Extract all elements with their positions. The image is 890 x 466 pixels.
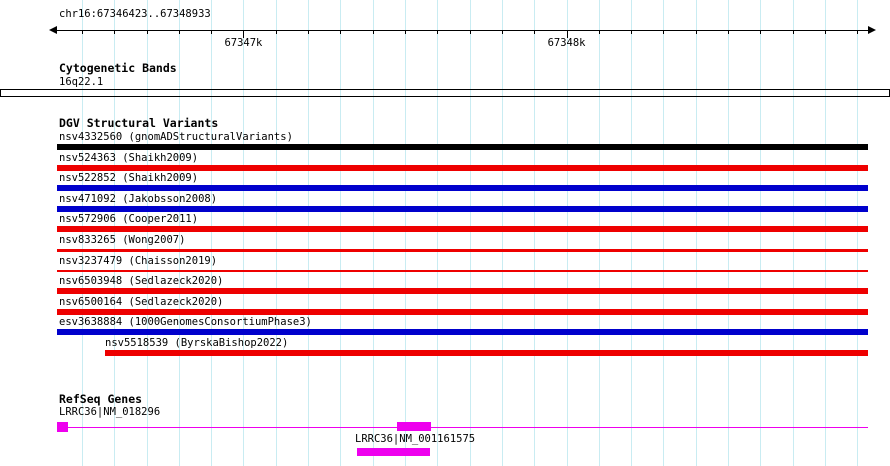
- gridline: [146, 0, 148, 466]
- gridline: [631, 0, 633, 466]
- ruler-tick: [178, 30, 180, 34]
- variant-label: nsv572906 (Cooper2011): [59, 213, 199, 226]
- gridline: [857, 0, 859, 466]
- gridline: [663, 0, 665, 466]
- ruler-tick: [340, 30, 342, 34]
- gridline: [598, 0, 600, 466]
- gridline: [760, 0, 762, 466]
- gridline: [114, 0, 116, 466]
- variant-label: nsv4332560 (gnomADStructuralVariants): [59, 131, 293, 143]
- ruler-tick: [501, 30, 503, 34]
- variant-label: nsv6503948 (Sedlazeck2020): [59, 275, 224, 288]
- ruler-tick: [308, 30, 310, 34]
- dgv-title: DGV Structural Variants: [59, 116, 219, 130]
- gene-label: LRRC36|NM_001161575: [355, 433, 476, 445]
- variant-bar[interactable]: [57, 226, 868, 233]
- ruler-tick-label: 67347k: [224, 37, 263, 49]
- gene-exon[interactable]: [357, 448, 430, 456]
- gridline: [437, 0, 439, 466]
- variant-bar[interactable]: [57, 144, 868, 150]
- ruler-tick: [760, 30, 762, 34]
- variant-bar[interactable]: [57, 308, 868, 315]
- gridline: [178, 0, 180, 466]
- ruler-tick: [211, 30, 213, 34]
- variant-label: esv3638884 (1000GenomesConsortiumPhase3): [59, 316, 312, 329]
- ruler-tick: [243, 30, 245, 38]
- ruler-tick: [275, 30, 277, 34]
- gridline: [534, 0, 536, 466]
- ruler-tick: [695, 30, 697, 34]
- ruler-tick: [437, 30, 439, 34]
- ruler-tick: [825, 30, 827, 34]
- ruler-tick: [404, 30, 406, 34]
- gridline: [243, 0, 245, 466]
- refseq-title: RefSeq Genes: [59, 392, 143, 406]
- ruler-tick: [566, 30, 568, 38]
- region-label: chr16:67346423..67348933: [59, 8, 211, 20]
- ruler-tick: [631, 30, 633, 34]
- variant-bar[interactable]: [105, 350, 868, 356]
- ruler-right-arrow-icon: [868, 26, 876, 34]
- variant-label: nsv471092 (Jakobsson2008): [59, 192, 218, 205]
- ruler-tick: [663, 30, 665, 34]
- gridline: [825, 0, 827, 466]
- ruler-tick: [534, 30, 536, 34]
- gridline: [695, 0, 697, 466]
- gridline: [501, 0, 503, 466]
- gene-exon[interactable]: [57, 422, 68, 432]
- ruler-axis-line: [57, 30, 868, 31]
- gridline: [792, 0, 794, 466]
- ruler-tick: [469, 30, 471, 34]
- cytoband-label: 16q22.1: [59, 76, 104, 88]
- variant-bar[interactable]: [57, 248, 868, 252]
- ruler-tick: [792, 30, 794, 34]
- variant-bar[interactable]: [57, 205, 868, 212]
- gridline: [372, 0, 374, 466]
- variant-bar[interactable]: [57, 185, 868, 192]
- gridline: [728, 0, 730, 466]
- gene-exon[interactable]: [397, 422, 431, 431]
- variant-label: nsv524363 (Shaikh2009): [59, 151, 199, 164]
- ruler-tick-label: 67348k: [547, 37, 586, 49]
- cytobands-title: Cytogenetic Bands: [59, 61, 177, 75]
- gridline: [211, 0, 213, 466]
- ruler-tick: [857, 30, 859, 34]
- gridline: [81, 0, 83, 466]
- gridline: [308, 0, 310, 466]
- variant-bar[interactable]: [57, 164, 868, 171]
- gridline: [340, 0, 342, 466]
- gridline: [404, 0, 406, 466]
- variant-label: nsv3237479 (Chaisson2019): [59, 254, 218, 267]
- cytoband-ideogram: [0, 89, 890, 97]
- gridline: [566, 0, 568, 466]
- gene-line[interactable]: [57, 427, 868, 428]
- ruler-tick: [372, 30, 374, 34]
- variant-label: nsv522852 (Shaikh2009): [59, 172, 199, 185]
- variant-label: nsv6500164 (Sedlazeck2020): [59, 295, 224, 308]
- ruler-tick: [598, 30, 600, 34]
- variant-label: nsv833265 (Wong2007): [59, 234, 186, 246]
- gene-label: LRRC36|NM_018296: [59, 406, 161, 418]
- ruler-tick: [81, 30, 83, 34]
- variant-bar[interactable]: [57, 329, 868, 336]
- variant-label: nsv5518539 (ByrskaBishop2022): [105, 337, 289, 349]
- ruler-tick: [114, 30, 116, 34]
- gridline: [469, 0, 471, 466]
- gridline: [275, 0, 277, 466]
- ruler-left-arrow-icon: [49, 26, 57, 34]
- variant-bar[interactable]: [57, 288, 868, 295]
- variant-bar[interactable]: [57, 269, 868, 272]
- ruler-tick: [146, 30, 148, 34]
- ruler-tick: [728, 30, 730, 34]
